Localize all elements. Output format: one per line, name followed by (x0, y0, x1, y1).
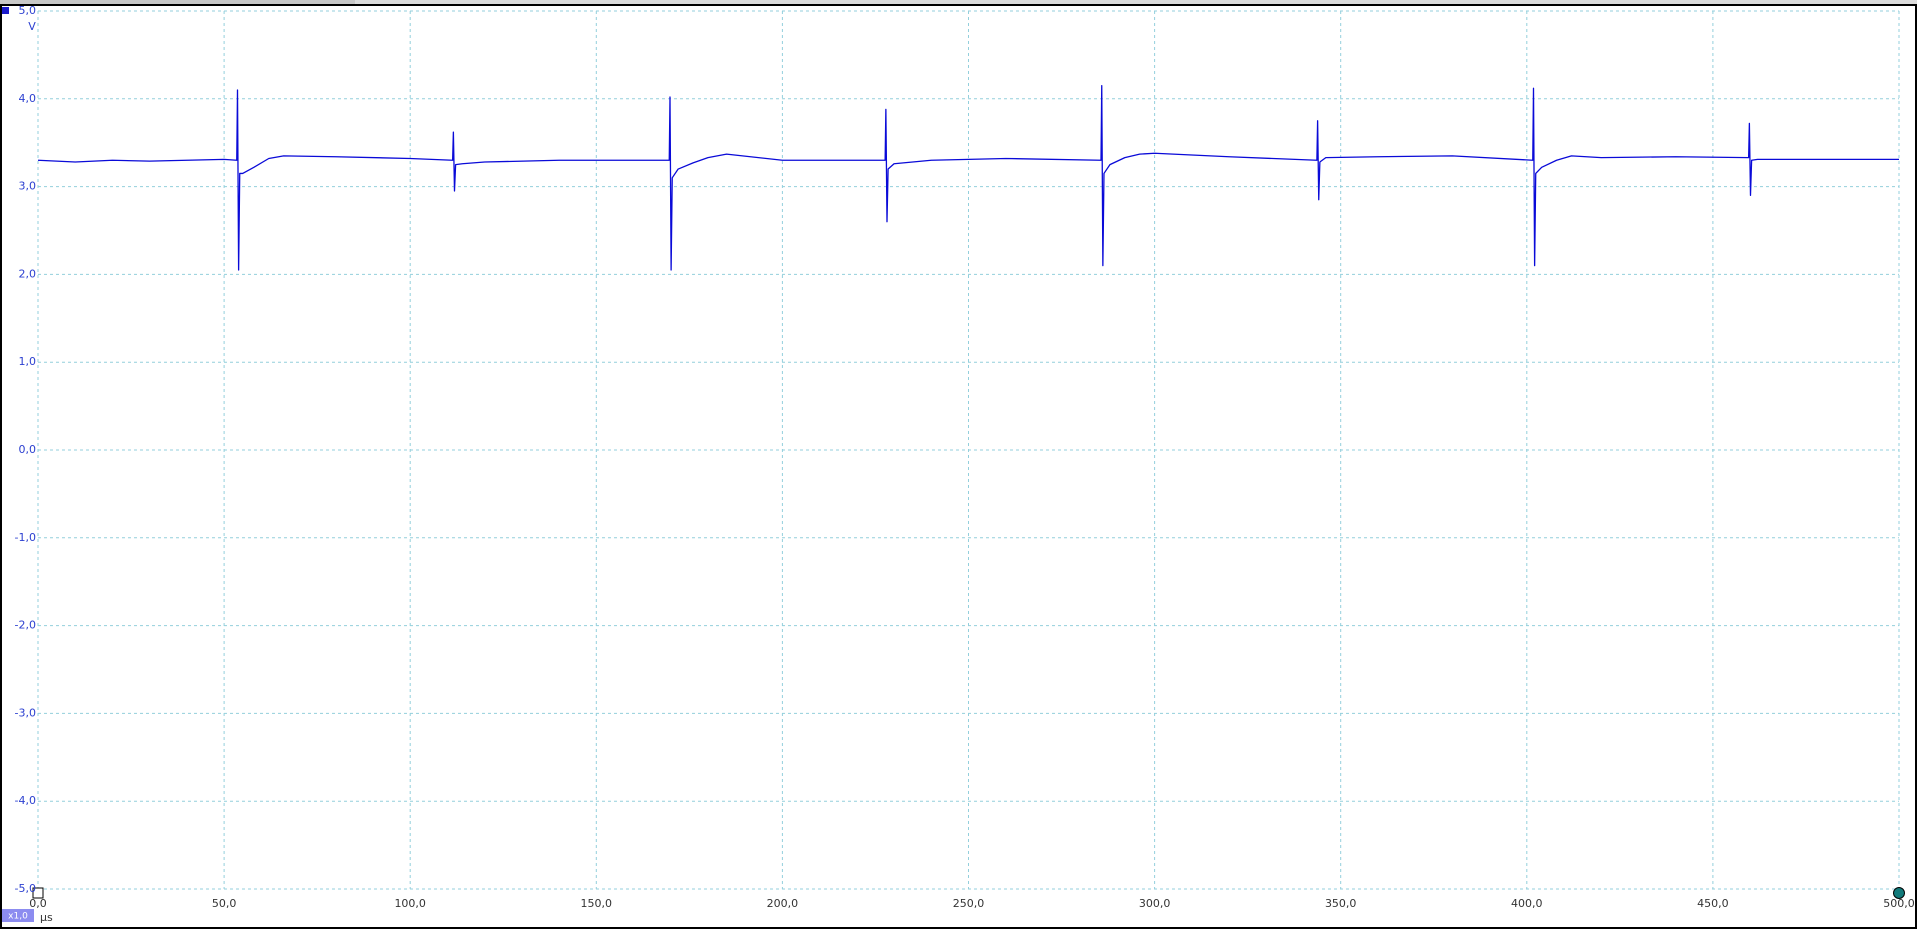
y-tick-label: 4,0 (19, 92, 37, 105)
y-tick-label: 2,0 (19, 267, 37, 280)
y-tick-label: -1,0 (15, 531, 36, 544)
tab-strip (0, 0, 355, 4)
channel-marker (2, 7, 9, 14)
x-tick-label: 100,0 (394, 897, 426, 910)
frame (0, 4, 1917, 929)
y-tick-label: -4,0 (15, 794, 36, 807)
x-tick-label: 200,0 (767, 897, 799, 910)
x-tick-label: 450,0 (1697, 897, 1729, 910)
x-tick-label: 50,0 (212, 897, 237, 910)
x-tick-label: 300,0 (1139, 897, 1171, 910)
y-tick-label: 3,0 (19, 180, 37, 193)
y-tick-label: -2,0 (15, 619, 36, 632)
y-tick-label: -3,0 (15, 706, 36, 719)
toolbar-strip (0, 0, 1917, 4)
zoom-badge[interactable] (2, 909, 34, 922)
y-tick-label: 0,0 (19, 443, 37, 456)
x-tick-label: 250,0 (953, 897, 985, 910)
grid (37, 10, 1900, 890)
x-unit: µs (40, 911, 53, 924)
y-tick-label: -5,0 (15, 882, 36, 895)
x-tick-label: 350,0 (1325, 897, 1357, 910)
ruler-handle[interactable] (1893, 887, 1905, 899)
zoom-badge-label[interactable]: x1,0 (8, 912, 28, 922)
trigger-marker[interactable] (32, 887, 44, 899)
y-tick-label: 1,0 (19, 355, 37, 368)
x-tick-label: 500,0 (1883, 897, 1915, 910)
y-unit: V (28, 20, 36, 33)
signal-trace (37, 84, 1899, 271)
y-tick-label: 5,0 (19, 4, 37, 17)
x-tick-label: 400,0 (1511, 897, 1543, 910)
x-tick-label: 150,0 (581, 897, 613, 910)
plot (37, 84, 1899, 271)
x-tick-label: 0,0 (29, 897, 47, 910)
